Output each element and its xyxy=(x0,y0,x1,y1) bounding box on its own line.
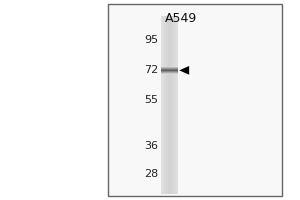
Text: 28: 28 xyxy=(144,169,158,179)
Text: A549: A549 xyxy=(165,12,197,25)
Text: 36: 36 xyxy=(144,141,158,151)
FancyBboxPatch shape xyxy=(108,4,282,196)
Text: 95: 95 xyxy=(144,35,158,45)
Text: 55: 55 xyxy=(144,95,158,105)
Text: 72: 72 xyxy=(144,65,158,75)
Polygon shape xyxy=(179,66,189,75)
